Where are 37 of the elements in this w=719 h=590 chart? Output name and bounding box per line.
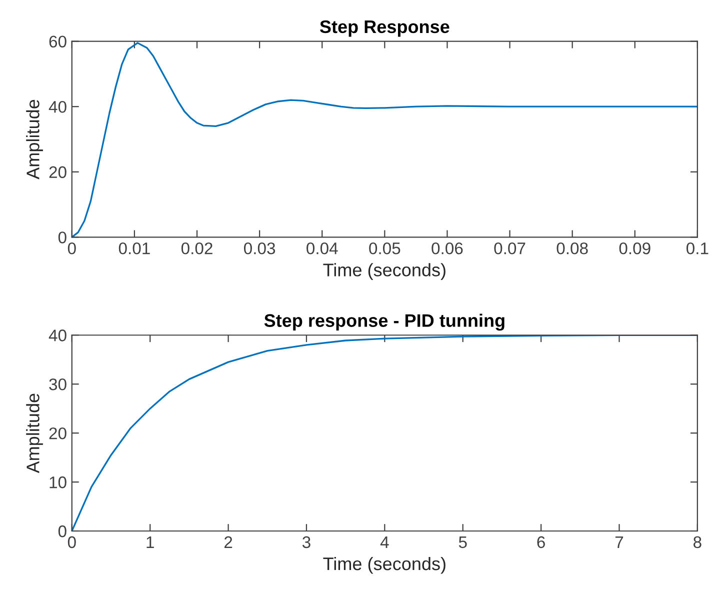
x-tick-label: 0 bbox=[68, 242, 76, 254]
chart-title: Step response - PID tunning bbox=[264, 314, 504, 331]
x-tick-label: 1 bbox=[146, 536, 154, 548]
line-series bbox=[72, 335, 698, 531]
y-tick-label: 40 bbox=[48, 100, 66, 113]
chart-title: Step Response bbox=[320, 20, 450, 37]
x-tick-label: 3 bbox=[302, 536, 310, 548]
x-tick-label: 0.08 bbox=[556, 242, 588, 254]
y-tick-label: 60 bbox=[49, 36, 66, 48]
y-tick-label: 10 bbox=[50, 476, 66, 488]
line-series bbox=[72, 42, 698, 238]
x-tick-label: 0.09 bbox=[619, 242, 650, 254]
x-tick-label: 0 bbox=[68, 536, 76, 548]
x-axis-title: Time (seconds) bbox=[323, 263, 446, 280]
x-tick-label: 8 bbox=[694, 536, 702, 548]
y-tick-label: 40 bbox=[48, 330, 66, 342]
y-axis-title: Amplitude bbox=[26, 394, 43, 474]
y-tick-label: 0 bbox=[58, 525, 66, 538]
x-axis-title: Time (seconds) bbox=[323, 556, 446, 574]
x-tick-label: 6 bbox=[537, 536, 545, 548]
x-tick-label: 0.04 bbox=[306, 242, 338, 254]
y-tick-label: 0 bbox=[58, 232, 66, 244]
x-tick-label: 0.02 bbox=[181, 242, 212, 254]
x-tick-label: 0.05 bbox=[369, 242, 400, 254]
x-tick-label: 4 bbox=[380, 536, 389, 548]
x-tick-label: 0.03 bbox=[244, 242, 276, 254]
y-axis-title: Amplitude bbox=[26, 100, 43, 180]
x-tick-label: 7 bbox=[615, 536, 624, 548]
y-tick-label: 20 bbox=[49, 427, 66, 440]
x-tick-label: 0.1 bbox=[686, 242, 708, 254]
x-tick-label: 2 bbox=[224, 536, 232, 548]
x-tick-label: 0.07 bbox=[494, 242, 526, 254]
y-tick-label: 20 bbox=[49, 166, 66, 178]
x-tick-label: 0.01 bbox=[118, 242, 150, 254]
x-tick-label: 5 bbox=[458, 536, 467, 548]
x-tick-label: 0.06 bbox=[432, 242, 463, 254]
y-tick-label: 30 bbox=[49, 378, 66, 390]
